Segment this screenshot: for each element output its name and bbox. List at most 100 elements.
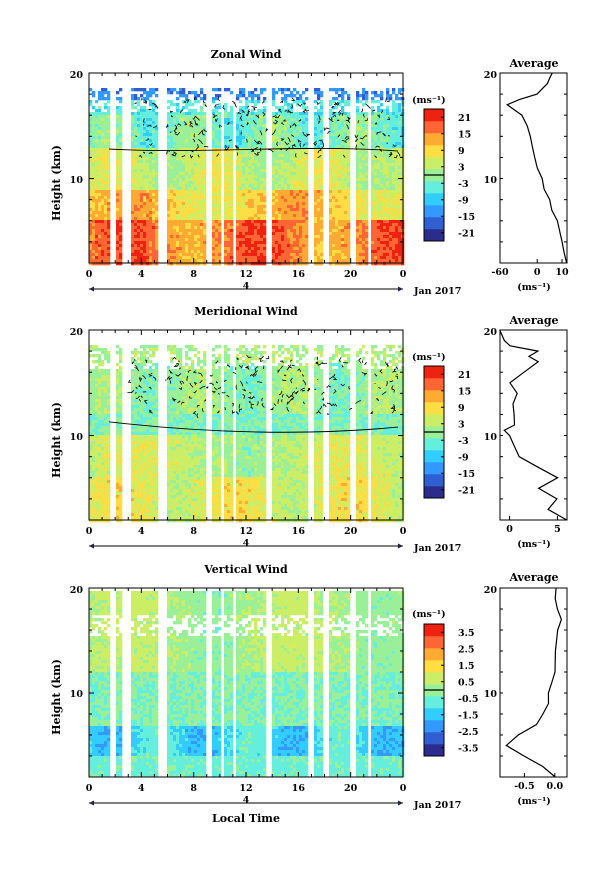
- heatmap-cell: [245, 220, 249, 224]
- heatmap-cell: [203, 127, 207, 131]
- heatmap-cell: [152, 232, 156, 236]
- heatmap-cell: [239, 91, 243, 95]
- heatmap-cell: [131, 232, 135, 236]
- heatmap-cell: [176, 175, 180, 179]
- colorbar-tick-label: 3: [458, 162, 465, 173]
- heatmap-cell: [242, 190, 246, 194]
- heatmap-cell: [386, 244, 390, 248]
- heatmap-cell: [392, 172, 396, 176]
- heatmap-cell: [140, 166, 144, 170]
- heatmap-cell: [293, 121, 297, 125]
- heatmap-cell: [338, 88, 342, 92]
- heatmap-cell: [380, 118, 384, 122]
- heatmap-cell: [380, 241, 384, 245]
- contour-segment: [177, 123, 182, 126]
- heatmap-cell: [344, 208, 348, 212]
- heatmap-cell: [200, 193, 204, 197]
- heatmap-cell: [191, 202, 195, 206]
- heatmap-cell: [143, 262, 147, 266]
- heatmap-cell: [251, 160, 255, 164]
- heatmap-cell: [254, 199, 258, 203]
- heatmap-cell: [98, 160, 102, 164]
- heatmap-cell: [335, 223, 339, 227]
- heatmap-cell: [218, 169, 222, 173]
- heatmap-cell: [101, 223, 105, 227]
- contour-segment: [192, 116, 196, 120]
- heatmap-cell: [152, 199, 156, 203]
- heatmap-cell: [143, 190, 147, 194]
- heatmap-cell: [251, 220, 255, 224]
- heatmap-cell: [383, 169, 387, 173]
- heatmap-cell: [92, 196, 96, 200]
- heatmap-cell: [194, 157, 198, 161]
- heatmap-cell: [278, 205, 282, 209]
- heatmap-cell: [320, 217, 324, 221]
- heatmap-cell: [254, 166, 258, 170]
- heatmap-cell: [167, 250, 171, 254]
- heatmap-cell: [278, 118, 282, 122]
- heatmap-cell: [191, 196, 195, 200]
- heatmap-cell: [317, 247, 321, 251]
- heatmap-cell: [188, 205, 192, 209]
- heatmap-cell: [272, 160, 276, 164]
- heatmap-cell: [149, 178, 153, 182]
- heatmap-cell: [272, 181, 276, 185]
- heatmap-cell: [263, 121, 267, 125]
- heatmap-cell: [230, 127, 234, 131]
- heatmap-cell: [176, 160, 180, 164]
- heatmap-cell: [152, 187, 156, 191]
- heatmap-cell: [167, 142, 171, 146]
- heatmap-cell: [146, 226, 150, 230]
- contour-segment: [188, 121, 193, 125]
- heatmap-cell: [251, 181, 255, 185]
- heatmap-cell: [212, 154, 216, 158]
- heatmap-cell: [263, 115, 267, 119]
- heatmap-cell: [272, 241, 276, 245]
- heatmap-cell: [398, 214, 402, 218]
- heatmap-cell: [296, 202, 300, 206]
- heatmap-cell: [188, 226, 192, 230]
- heatmap-cell: [272, 94, 276, 98]
- heatmap-cell: [317, 232, 321, 236]
- heatmap-cell: [314, 262, 318, 266]
- heatmap-cell: [191, 112, 195, 116]
- heatmap-cell: [245, 97, 249, 101]
- heatmap-cell: [236, 139, 240, 143]
- heatmap-cell: [107, 136, 111, 140]
- heatmap-cell: [107, 208, 111, 212]
- heatmap-cell: [191, 190, 195, 194]
- contour-segment: [155, 104, 159, 109]
- heatmap-cell: [242, 211, 246, 215]
- heatmap-cell: [131, 157, 135, 161]
- heatmap-cell: [98, 253, 102, 257]
- heatmap-cell: [176, 226, 180, 230]
- heatmap-cell: [149, 235, 153, 239]
- heatmap-cell: [392, 196, 396, 200]
- heatmap-cell: [398, 178, 402, 182]
- heatmap-cell: [131, 244, 135, 248]
- heatmap-cell: [200, 178, 204, 182]
- heatmap-cell: [140, 175, 144, 179]
- heatmap-cell: [275, 148, 279, 152]
- heatmap-cell: [119, 151, 123, 155]
- heatmap-cell: [398, 121, 402, 125]
- heatmap-cell: [317, 142, 321, 146]
- heatmap-cell: [320, 151, 324, 155]
- heatmap-cell: [182, 226, 186, 230]
- heatmap-cell: [242, 262, 246, 266]
- heatmap-cell: [191, 154, 195, 158]
- heatmap-cell: [203, 133, 207, 137]
- heatmap-cell: [140, 139, 144, 143]
- heatmap-cell: [116, 112, 120, 116]
- heatmap-cell: [236, 205, 240, 209]
- heatmap-cell: [374, 226, 378, 230]
- heatmap-cell: [170, 235, 174, 239]
- heatmap-cell: [332, 247, 336, 251]
- heatmap-cell: [203, 115, 207, 119]
- heatmap-cell: [224, 166, 228, 170]
- heatmap-cell: [398, 238, 402, 242]
- heatmap-cell: [179, 136, 183, 140]
- heatmap-cell: [317, 127, 321, 131]
- heatmap-cell: [230, 121, 234, 125]
- heatmap-cell: [182, 217, 186, 221]
